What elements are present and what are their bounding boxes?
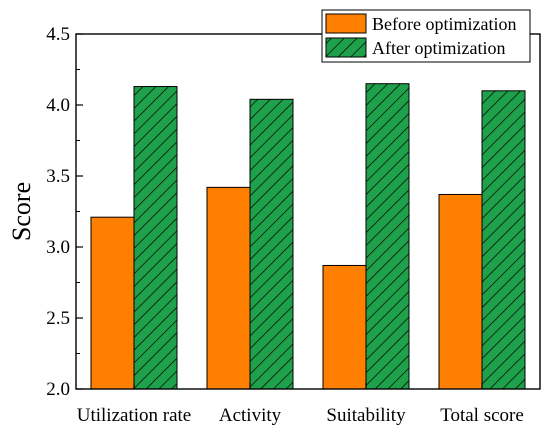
bar-after-total-score	[481, 90, 526, 390]
legend-label-before: Before optimization	[372, 14, 516, 34]
y-tick-label: 3.0	[46, 237, 70, 258]
y-axis-title: Score	[7, 182, 36, 241]
x-tick-label: Utilization rate	[77, 405, 191, 426]
bar-after-suitability	[365, 83, 410, 390]
bar-before-total-score	[438, 193, 483, 390]
legend: Before optimization After optimization	[321, 9, 531, 63]
bar-after-activity	[249, 98, 294, 390]
y-tick-label: 4.0	[46, 95, 70, 116]
legend-swatch-after	[325, 37, 367, 58]
x-tick-label: Activity	[219, 405, 282, 426]
bars-layer	[90, 83, 526, 390]
bar-before-suitability	[322, 264, 367, 390]
bar-before-activity	[206, 186, 251, 390]
y-tick-label: 2.0	[46, 379, 70, 400]
axes-layer: Utilization rate Activity Suitability Total…	[7, 24, 541, 426]
legend-swatch-before	[325, 13, 367, 34]
x-tick-label: Suitability	[326, 405, 406, 426]
y-tick-label: 4.5	[46, 24, 70, 45]
y-tick-label: 2.5	[46, 308, 70, 329]
x-tick-label: Total score	[440, 405, 524, 426]
bar-before-utilization-rate	[90, 216, 135, 390]
legend-label-after: After optimization	[372, 38, 505, 58]
y-tick-label: 3.5	[46, 166, 70, 187]
bar-after-utilization-rate	[133, 86, 178, 390]
